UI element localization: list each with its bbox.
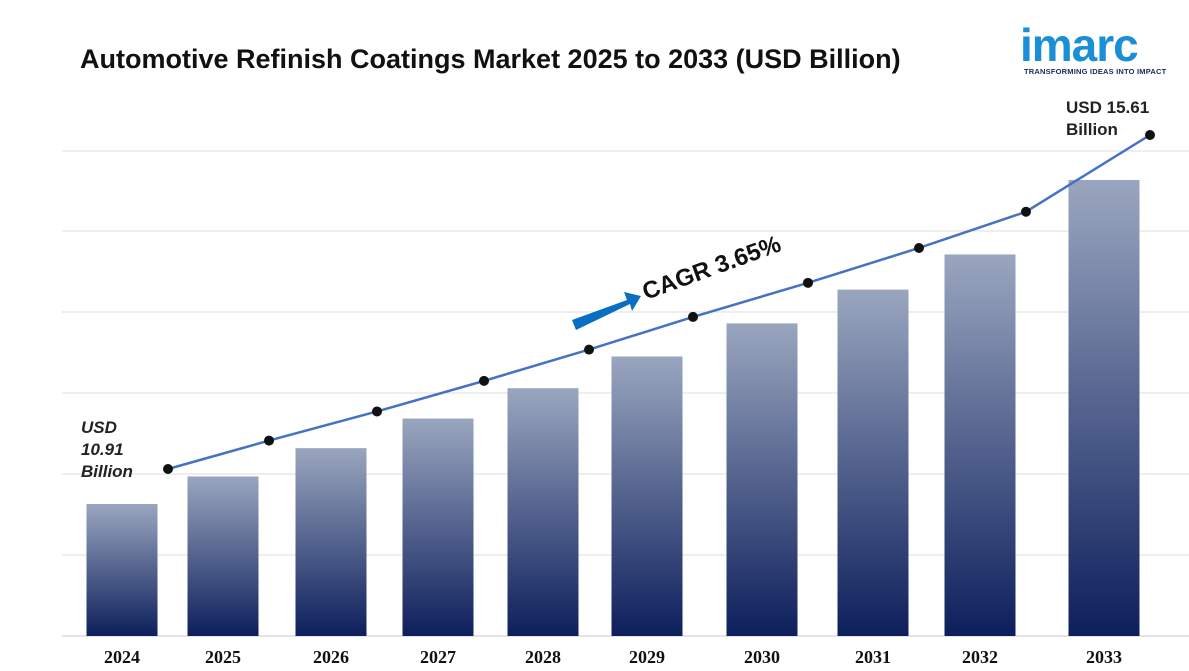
trend-point [803, 277, 813, 288]
x-tick-label: 2025 [205, 647, 241, 667]
trend-point [372, 406, 382, 417]
x-tick-label: 2026 [313, 647, 349, 667]
x-tick-label: 2024 [104, 647, 140, 667]
logo-tagline: TRANSFORMING IDEAS INTO IMPACT [1024, 67, 1167, 76]
trend-point [479, 375, 489, 386]
bar-2032 [944, 254, 1016, 637]
cagr-label: CAGR 3.65% [639, 231, 785, 306]
trend-point [688, 311, 698, 322]
x-tick-label: 2033 [1086, 647, 1122, 667]
trend-point [1021, 206, 1031, 217]
bar-2024 [86, 504, 158, 636]
start-value-label: USD [81, 418, 117, 437]
bar-2031 [837, 289, 909, 636]
x-tick-label: 2030 [744, 647, 780, 667]
logo-wordmark: imarc [1020, 19, 1139, 71]
x-axis-ticks: 2024 2025 2026 2027 2028 2029 2030 2031 2032 2033 [104, 647, 1122, 667]
x-tick-label: 2027 [420, 647, 456, 667]
end-value-label: Billion [1066, 120, 1118, 139]
trend-point [163, 464, 173, 474]
start-value-label: 10.91 [81, 440, 124, 459]
start-value-label: Billion [81, 462, 133, 481]
x-tick-label: 2031 [855, 647, 891, 667]
end-value-label: USD 15.61 [1066, 98, 1149, 117]
trend-point [264, 435, 274, 446]
trend-point [1145, 130, 1155, 140]
bar-2028 [507, 388, 579, 636]
x-tick-label: 2028 [525, 647, 561, 667]
bar-2027 [402, 418, 474, 636]
cagr-arrow-icon [572, 292, 641, 330]
trend-line-path [167, 133, 1151, 471]
bar-2025 [187, 476, 259, 636]
trend-line [163, 130, 1155, 474]
x-tick-label: 2032 [962, 647, 998, 667]
bars [86, 180, 1140, 637]
x-tick-label: 2029 [629, 647, 665, 667]
bar-2026 [295, 448, 367, 636]
chart-title: Automotive Refinish Coatings Market 2025… [80, 44, 901, 74]
bar-2030 [726, 323, 798, 636]
trend-point [914, 242, 924, 253]
bar-2029 [611, 356, 683, 636]
bar-2033 [1068, 180, 1140, 636]
imarc-logo: imarc TRANSFORMING IDEAS INTO IMPACT [1020, 14, 1172, 80]
trend-point [584, 344, 594, 355]
